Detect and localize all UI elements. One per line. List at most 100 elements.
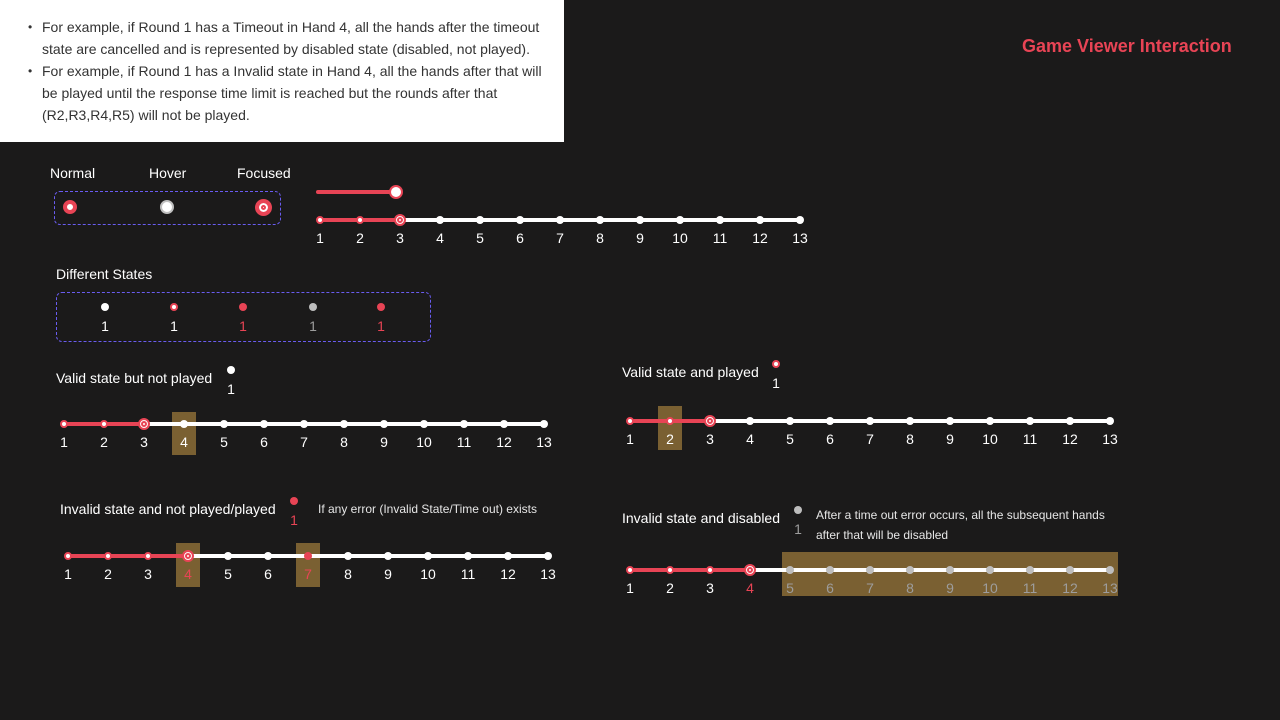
hand-dot[interactable] — [224, 552, 232, 560]
hand-number: 10 — [982, 431, 998, 447]
hand-dot[interactable] — [1026, 566, 1034, 574]
hand-dot[interactable] — [316, 216, 324, 224]
hand-dot[interactable] — [556, 216, 564, 224]
hand-dot[interactable] — [756, 216, 764, 224]
hand-dot[interactable] — [666, 566, 674, 574]
hand-number: 11 — [712, 230, 728, 246]
hand-dot[interactable] — [424, 552, 432, 560]
hand-dot[interactable] — [704, 415, 716, 427]
hand-dot[interactable] — [826, 417, 834, 425]
state-number: 1 — [170, 318, 178, 334]
different-states-box — [56, 292, 431, 342]
hand-dot[interactable] — [626, 417, 634, 425]
hand-dot[interactable] — [260, 420, 268, 428]
hand-dot[interactable] — [744, 564, 756, 576]
hand-dot[interactable] — [516, 216, 524, 224]
hand-dot[interactable] — [500, 420, 508, 428]
hand-number: 10 — [416, 434, 432, 450]
hand-dot[interactable] — [1066, 417, 1074, 425]
dot-focused[interactable] — [255, 199, 272, 216]
hand-dot[interactable] — [436, 216, 444, 224]
hand-dot[interactable] — [1026, 417, 1034, 425]
hand-dot[interactable] — [636, 216, 644, 224]
hand-dot[interactable] — [304, 552, 312, 560]
highlight-hand-2 — [658, 406, 682, 450]
hand-dot[interactable] — [706, 566, 714, 574]
hand-dot[interactable] — [626, 566, 634, 574]
hand-dot[interactable] — [1106, 417, 1114, 425]
valid-not-played-title: Valid state but not played — [56, 370, 213, 386]
hand-dot[interactable] — [380, 420, 388, 428]
hand-dot[interactable] — [420, 420, 428, 428]
hand-dot[interactable] — [460, 420, 468, 428]
hand-dot[interactable] — [596, 216, 604, 224]
hand-dot[interactable] — [1066, 566, 1074, 574]
hand-dot[interactable] — [138, 418, 150, 430]
hand-number: 10 — [672, 230, 688, 246]
hand-dot[interactable] — [340, 420, 348, 428]
hand-dot[interactable] — [906, 417, 914, 425]
hand-dot[interactable] — [866, 566, 874, 574]
hand-dot[interactable] — [906, 566, 914, 574]
hand-dot[interactable] — [746, 417, 754, 425]
hand-dot[interactable] — [384, 552, 392, 560]
invalid-disabled-note: After a time out error occurs, all the s… — [816, 508, 1105, 542]
hand-dot[interactable] — [220, 420, 228, 428]
hand-dot[interactable] — [946, 417, 954, 425]
hand-dot[interactable] — [826, 566, 834, 574]
hand-number: 13 — [1102, 431, 1118, 447]
hand-dot[interactable] — [144, 552, 152, 560]
normal-label: Normal — [50, 165, 96, 181]
hand-number: 2 — [104, 566, 112, 582]
hand-dot[interactable] — [866, 417, 874, 425]
hand-dot[interactable] — [344, 552, 352, 560]
hand-dot[interactable] — [786, 417, 794, 425]
hand-dot[interactable] — [182, 550, 194, 562]
hand-number: 8 — [906, 580, 914, 596]
note-item: For example, if Round 1 has a Invalid st… — [28, 60, 548, 126]
hand-number: 4 — [436, 230, 444, 246]
hand-dot[interactable] — [394, 214, 406, 226]
hand-number: 13 — [1102, 580, 1118, 596]
hand-dot[interactable] — [476, 216, 484, 224]
hand-dot[interactable] — [986, 417, 994, 425]
valid-played-title: Valid state and played — [622, 364, 759, 380]
hand-number: 11 — [456, 434, 472, 450]
highlight-hand-7 — [296, 543, 320, 587]
hand-dot[interactable] — [716, 216, 724, 224]
hand-dot[interactable] — [796, 216, 804, 224]
focused-label: Focused — [237, 165, 291, 181]
hand-dot[interactable] — [666, 417, 674, 425]
hand-number: 7 — [304, 566, 312, 582]
hand-dot[interactable] — [986, 566, 994, 574]
hand-dot[interactable] — [946, 566, 954, 574]
state-number: 1 — [239, 318, 247, 334]
hand-number: 5 — [224, 566, 232, 582]
hand-dot[interactable] — [180, 420, 188, 428]
note-list: For example, if Round 1 has a Timeout in… — [28, 16, 548, 126]
state-dot-invalid — [239, 303, 247, 311]
hand-dot[interactable] — [504, 552, 512, 560]
hand-dot[interactable] — [60, 420, 68, 428]
dot-normal[interactable] — [63, 200, 77, 214]
hand-number: 7 — [866, 431, 874, 447]
hand-dot[interactable] — [104, 552, 112, 560]
hand-dot[interactable] — [676, 216, 684, 224]
hand-dot[interactable] — [64, 552, 72, 560]
hand-number: 9 — [636, 230, 644, 246]
note-panel: For example, if Round 1 has a Timeout in… — [0, 0, 564, 142]
hand-number: 8 — [340, 434, 348, 450]
hand-dot[interactable] — [100, 420, 108, 428]
demo-slider-thumb[interactable] — [389, 185, 403, 199]
hand-dot[interactable] — [264, 552, 272, 560]
hand-number: 9 — [946, 580, 954, 596]
hand-dot[interactable] — [300, 420, 308, 428]
hand-dot[interactable] — [786, 566, 794, 574]
dot-hover[interactable] — [160, 200, 174, 214]
hand-dot[interactable] — [540, 420, 548, 428]
invalid-not-played-sample-dot — [290, 497, 298, 505]
hand-dot[interactable] — [464, 552, 472, 560]
hand-dot[interactable] — [1106, 566, 1114, 574]
hand-dot[interactable] — [356, 216, 364, 224]
hand-dot[interactable] — [544, 552, 552, 560]
